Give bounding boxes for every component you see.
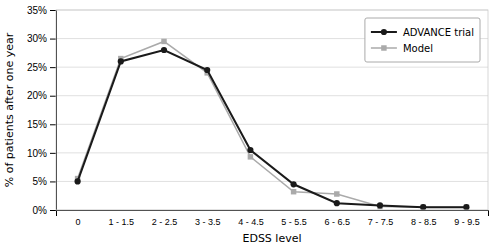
x-tick: 8 - 8.5 (411, 217, 437, 227)
grid-line (56, 181, 488, 182)
point (291, 189, 296, 194)
y-tick: 0% (33, 205, 56, 216)
y-tick-label: 15% (27, 119, 47, 130)
x-tick-label: 9 - 9.5 (454, 217, 480, 227)
x-tick: 5 - 5.5 (281, 217, 307, 227)
marks (75, 39, 470, 210)
y-tick-mark (50, 124, 56, 125)
y-tick: 15% (27, 119, 56, 130)
legend-label: ADVANCE trial (403, 27, 474, 38)
grid-line (56, 67, 488, 68)
x-tick: 0 (76, 217, 81, 227)
point (334, 200, 340, 206)
legend: ADVANCE trial Model (365, 18, 480, 62)
point (334, 191, 339, 196)
plot: 0 1 - 1.5 2 - 2.5 3 - 3.5 4 - 4.5 5 - 5.5 6 - … (27, 5, 489, 228)
y-tick-mark (50, 39, 56, 40)
y-tick: 5% (33, 176, 56, 187)
point (420, 204, 425, 209)
y-tick-mark (50, 10, 56, 11)
x-tick-label: 7 - 7.5 (368, 217, 394, 227)
y-tick-label: 30% (27, 33, 47, 44)
y-tick-mark (50, 153, 56, 154)
x-axis-title: EDSS level (242, 232, 301, 245)
y-axis: 0% 5% 10% 15% 20% 25% 30% 35% (27, 5, 57, 216)
y-axis-title: % of patients after one year (3, 32, 16, 187)
y-tick-label: 10% (27, 148, 47, 159)
x-tick: 3 - 3.5 (195, 217, 221, 227)
legend-label: Model (403, 43, 433, 54)
x-tick-label: 6 - 6.5 (325, 217, 351, 227)
x-tick-label: 5 - 5.5 (281, 217, 307, 227)
point (291, 181, 297, 187)
x-tick-label: 2 - 2.5 (152, 217, 178, 227)
point (377, 202, 383, 208)
x-tick: 9 - 9.5 (454, 217, 480, 227)
y-tick-mark (50, 210, 56, 211)
x-tick: 6 - 6.5 (325, 217, 351, 227)
y-tick-mark (50, 181, 56, 182)
point (161, 39, 166, 44)
point (247, 147, 253, 153)
legend-item: ADVANCE trial (371, 27, 474, 38)
axis-line (50, 11, 57, 211)
series (75, 39, 469, 210)
y-tick-mark (50, 67, 56, 68)
point (248, 154, 253, 159)
y-tick: 35% (27, 5, 56, 16)
x-tick-label: 0 (76, 217, 81, 227)
chart: 0 1 - 1.5 2 - 2.5 3 - 3.5 4 - 4.5 5 - 5.5 6 - … (0, 0, 500, 248)
line (78, 50, 467, 207)
y-tick-label: 0% (33, 205, 48, 216)
x-tick: 4 - 4.5 (238, 217, 264, 227)
y-tick: 25% (27, 62, 56, 73)
point (161, 47, 167, 53)
legend-marker (381, 29, 387, 35)
y-tick-label: 20% (27, 90, 47, 101)
y-tick: 20% (27, 90, 56, 101)
point (204, 67, 210, 73)
y-tick-label: 35% (27, 5, 47, 16)
y-tick-label: 25% (27, 62, 47, 73)
point (420, 204, 426, 210)
x-tick: 1 - 1.5 (109, 217, 135, 227)
x-tick-label: 1 - 1.5 (109, 217, 135, 227)
series (75, 47, 470, 210)
line (78, 41, 467, 207)
x-tick-label: 8 - 8.5 (411, 217, 437, 227)
point (463, 204, 469, 210)
x-tick: 2 - 2.5 (152, 217, 178, 227)
grid-line (56, 152, 488, 153)
x-tick-label: 3 - 3.5 (195, 217, 221, 227)
y-tick: 10% (27, 148, 56, 159)
y-tick-mark (50, 96, 56, 97)
point (118, 58, 124, 64)
grid-line (56, 124, 488, 125)
point (75, 178, 81, 184)
grid-line (56, 95, 488, 96)
y-tick: 30% (27, 33, 56, 44)
x-axis: 0 1 - 1.5 2 - 2.5 3 - 3.5 4 - 4.5 5 - 5.5 6 - … (57, 211, 489, 228)
legend-box (365, 18, 480, 62)
point (464, 204, 469, 209)
legend-item: Model (371, 43, 433, 54)
x-tick: 7 - 7.5 (368, 217, 394, 227)
x-tick-label: 4 - 4.5 (238, 217, 264, 227)
plot-frame (56, 10, 488, 210)
grid (56, 10, 488, 210)
legend-marker (381, 45, 386, 50)
y-tick-label: 5% (33, 176, 48, 187)
axis-line (57, 211, 489, 217)
